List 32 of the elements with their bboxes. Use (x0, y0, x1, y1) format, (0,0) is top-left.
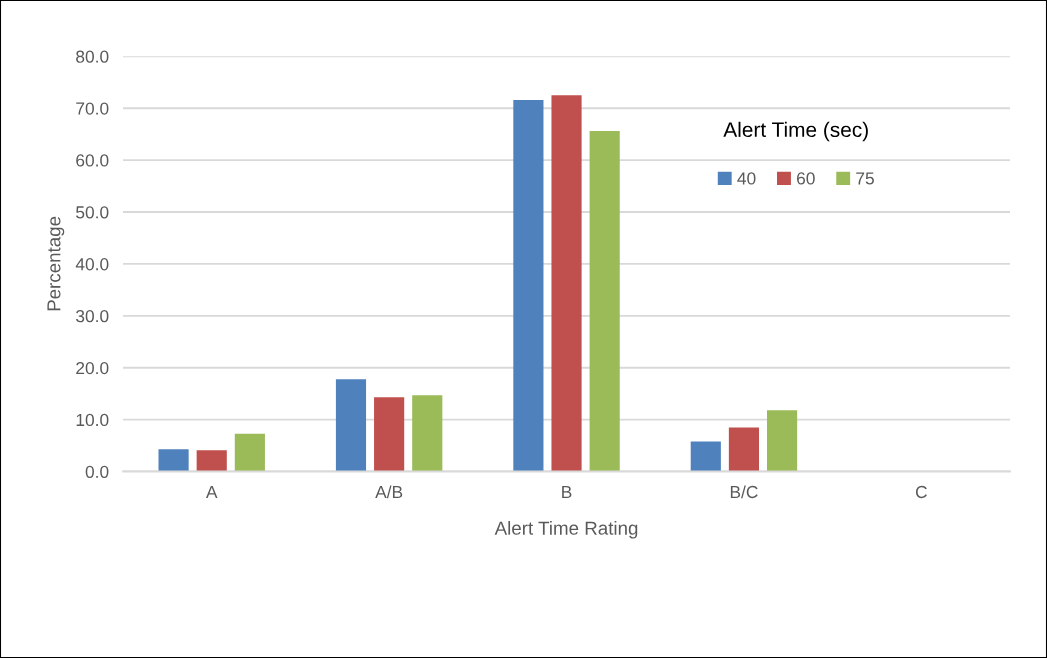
bar (690, 441, 721, 472)
bar (767, 410, 798, 472)
y-tick-label: 10.0 (76, 413, 109, 427)
bar (196, 450, 227, 472)
y-tick-label: 20.0 (76, 361, 109, 375)
legend-label: 75 (856, 172, 874, 185)
x-tick-label: B (562, 486, 572, 498)
bar (551, 95, 582, 472)
x-tick-label: A (205, 486, 218, 498)
legend-label: 60 (797, 172, 815, 185)
y-tick-label: 60.0 (76, 154, 109, 167)
y-tick-label: 40.0 (75, 258, 109, 271)
legend-label: 40 (737, 172, 756, 185)
bar (589, 131, 620, 472)
y-axis-title: Percentage (47, 216, 65, 311)
bar (234, 433, 265, 472)
bar (374, 397, 405, 472)
x-tick-label: C (915, 485, 927, 499)
y-tick-label: 70.0 (76, 102, 109, 115)
y-tick-label: 80.0 (76, 50, 109, 63)
legend-title: Alert Time (sec) (723, 121, 868, 142)
bar (728, 427, 760, 472)
y-tick-label: 0.0 (85, 465, 109, 478)
bar (513, 99, 544, 472)
y-tick-label: 50.0 (76, 206, 109, 219)
bar (158, 449, 189, 472)
y-tick-label: 30.0 (76, 309, 109, 323)
x-axis-title: Alert Time Rating (494, 521, 638, 539)
bar (335, 379, 367, 472)
x-tick-label: A/B (375, 485, 403, 499)
bar (412, 395, 443, 472)
x-tick-label: B/C (730, 485, 758, 499)
